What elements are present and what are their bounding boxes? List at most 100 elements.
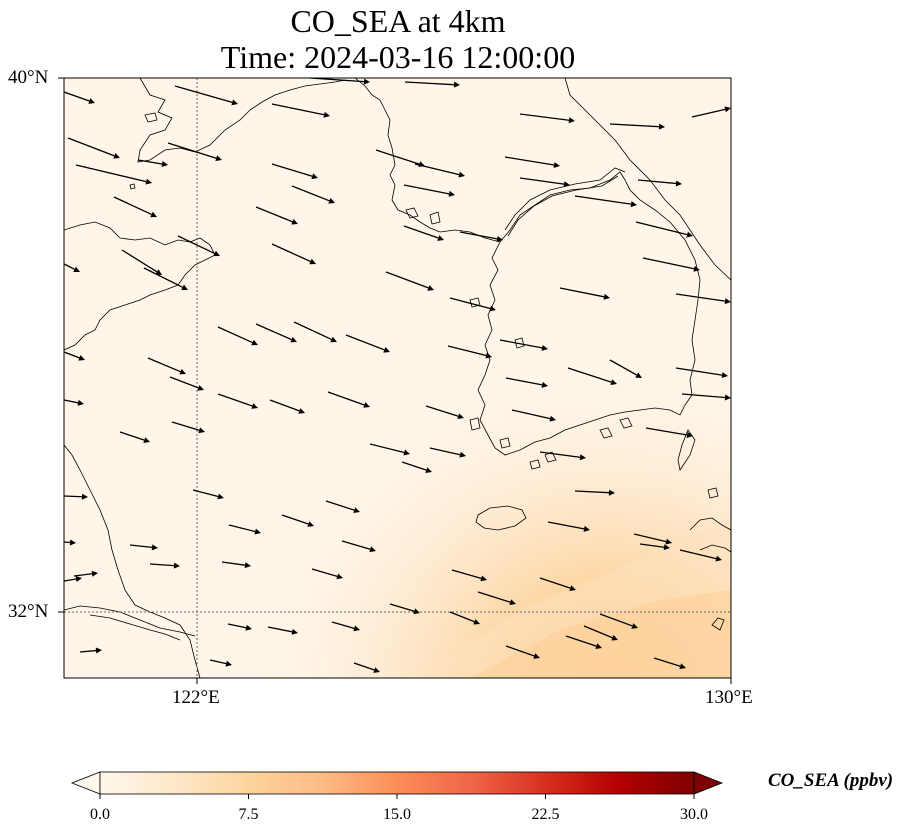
lon-tick-label-122: 122°E xyxy=(172,687,220,708)
wind-vector-arrow xyxy=(559,287,610,300)
lon-tick-label-130: 130°E xyxy=(705,687,753,708)
wind-vector-arrow xyxy=(177,235,220,257)
wind-vector-arrow xyxy=(675,293,731,305)
wind-vector-arrow xyxy=(64,351,85,361)
wind-vector-arrow xyxy=(64,493,88,500)
wind-vector-arrow xyxy=(147,357,186,375)
wind-vector-arrow xyxy=(331,621,360,632)
wind-vector-arrow xyxy=(519,177,570,188)
map-frame xyxy=(63,77,732,679)
wind-vector-arrow xyxy=(675,367,728,379)
wind-vector-arrow xyxy=(64,91,95,104)
concentration-field xyxy=(64,78,731,678)
wind-vector-arrow xyxy=(137,159,168,167)
wind-vector-arrow xyxy=(64,576,82,582)
wind-vector-arrow xyxy=(64,399,84,406)
wind-vector-arrow xyxy=(309,78,370,85)
wind-vector-arrow xyxy=(447,345,492,359)
wind-vector-arrow xyxy=(477,591,516,606)
wind-vector-arrow xyxy=(119,431,150,443)
wind-vector-arrow xyxy=(539,577,576,591)
wind-vector-arrow xyxy=(385,271,434,291)
wind-vector-arrow xyxy=(311,568,343,580)
wind-vector-arrow xyxy=(519,113,575,124)
colorbar-tick-label: 30.0 xyxy=(680,806,708,823)
wind-vector-arrow xyxy=(113,196,157,218)
wind-vector-arrow xyxy=(345,334,390,353)
wind-vector-arrow xyxy=(451,569,487,582)
lat-tick-label-32: 32°N xyxy=(8,601,49,622)
wind-vector-arrow xyxy=(167,142,222,162)
wind-vector-arrow xyxy=(389,603,420,615)
colorbar-body xyxy=(99,771,695,795)
wind-vector-arrow xyxy=(639,543,670,551)
colorbar-label: CO_SEA (ppbv) xyxy=(768,770,894,791)
wind-vector-arrow xyxy=(653,657,686,670)
colorbar-tick-label: 22.5 xyxy=(531,806,560,823)
wind-vector-arrow xyxy=(192,489,224,500)
wind-vector-arrow xyxy=(325,500,360,514)
wind-vector-arrow xyxy=(599,613,638,629)
wind-vector-arrow xyxy=(271,163,318,180)
wind-vector-arrow xyxy=(429,447,466,458)
wind-vector-arrow xyxy=(293,321,337,343)
wind-vector-arrow xyxy=(637,179,682,187)
gridlines xyxy=(64,78,731,678)
wind-vector-arrow xyxy=(511,409,556,422)
colorbar-tick-label: 0.0 xyxy=(90,806,110,823)
wind-vector-arrow xyxy=(414,163,465,178)
wind-vector-arrow xyxy=(567,367,617,385)
wind-vector-arrow xyxy=(401,461,432,473)
wind-vector-arrow xyxy=(403,225,444,241)
wind-vector-arrow xyxy=(228,524,261,535)
wind-vector-arrow xyxy=(255,206,298,225)
wind-vector-arrow xyxy=(281,514,314,527)
wind-vector-arrow xyxy=(269,399,305,414)
wind-vector-arrow xyxy=(583,625,618,641)
wind-vector-arrow xyxy=(499,339,548,351)
wind-vector-arrow xyxy=(691,106,731,118)
wind-vector-arrow xyxy=(75,164,152,185)
wind-vector-arrow xyxy=(425,405,464,420)
wind-vector-arrow xyxy=(73,570,98,577)
map-subtitle-time: Time: 2024-03-16 12:00:00 xyxy=(220,39,576,75)
wind-vector-arrow xyxy=(574,195,637,208)
wind-vector-arrow xyxy=(341,540,376,553)
wind-vector-arrow xyxy=(67,137,120,159)
colorbar xyxy=(70,771,724,799)
wind-vector-arrow xyxy=(505,645,540,659)
wind-vector-arrow xyxy=(64,263,80,272)
wind-vector-arrow xyxy=(404,81,460,88)
wind-vector-arrow xyxy=(459,231,503,242)
wind-vector-arrow xyxy=(143,267,188,290)
wind-vector-arrow xyxy=(504,156,560,168)
coastlines xyxy=(64,78,731,678)
wind-vector-arrow xyxy=(679,549,722,562)
wind-vector-arrow xyxy=(505,377,548,388)
wind-vector-arrow xyxy=(149,562,180,569)
colorbar-extend-max xyxy=(693,771,724,795)
wind-vector-arrow xyxy=(635,221,693,238)
wind-vector-arrow xyxy=(633,533,672,545)
axis-ticks xyxy=(58,77,732,684)
wind-vector-arrow xyxy=(271,103,330,118)
colorbar-tick-label: 7.5 xyxy=(238,806,259,823)
wind-vector-arrow xyxy=(642,257,700,272)
wind-vector-arrow xyxy=(169,376,204,391)
wind-vector-arrow xyxy=(271,243,316,265)
colorbar-tick-label: 15.0 xyxy=(383,806,411,823)
lat-tick-label-40: 40°N xyxy=(8,67,49,88)
colorbar-extend-min xyxy=(70,771,101,795)
wind-vector-arrow xyxy=(79,647,102,654)
wind-vector-arrow xyxy=(255,323,297,343)
wind-vector-arrow xyxy=(171,421,205,434)
wind-vector-arrow xyxy=(209,659,232,667)
map-title: CO_SEA at 4km xyxy=(290,3,506,39)
wind-vector-arrow xyxy=(267,626,298,635)
wind-vector-arrow xyxy=(353,662,380,673)
wind-vector-arrow xyxy=(64,539,76,546)
wind-vector-arrow xyxy=(121,249,162,275)
wind-vector-arrow xyxy=(449,611,480,625)
wind-vector-arrow xyxy=(369,443,410,456)
